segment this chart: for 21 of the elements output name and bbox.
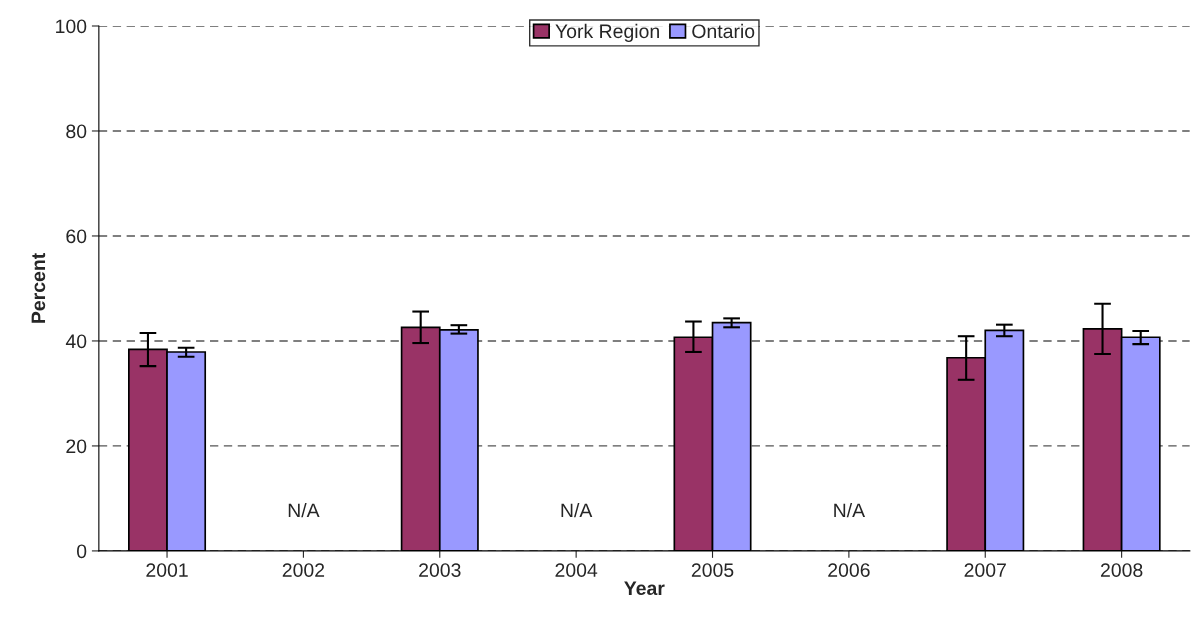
annotation: N/A <box>834 502 866 518</box>
y-tick-label: 80 <box>66 124 87 139</box>
y-tick-label: 20 <box>66 439 87 454</box>
x-tick-label: 2006 <box>828 563 870 577</box>
x-tick-label: 2004 <box>555 563 598 577</box>
x-tick-label: 2001 <box>146 563 188 577</box>
annotation: N/A <box>561 502 593 518</box>
y-tick-label: 0 <box>76 544 87 559</box>
legend-label: Ontario <box>692 23 755 39</box>
annotation: N/A <box>288 502 320 518</box>
y-tick-label: 40 <box>65 334 87 349</box>
x-tick-label: 2008 <box>1100 563 1143 577</box>
x-tick-label: 2005 <box>691 563 734 577</box>
y-axis-title: Percent <box>31 253 46 323</box>
y-tick-label: 100 <box>56 19 87 34</box>
legend-label: York Region <box>555 23 659 42</box>
y-tick-label: 60 <box>66 229 87 244</box>
x-axis-title: Year <box>624 581 665 596</box>
x-tick-label: 2002 <box>282 563 325 577</box>
x-tick-label: 2007 <box>964 563 1006 577</box>
x-tick-label: 2003 <box>419 563 461 577</box>
